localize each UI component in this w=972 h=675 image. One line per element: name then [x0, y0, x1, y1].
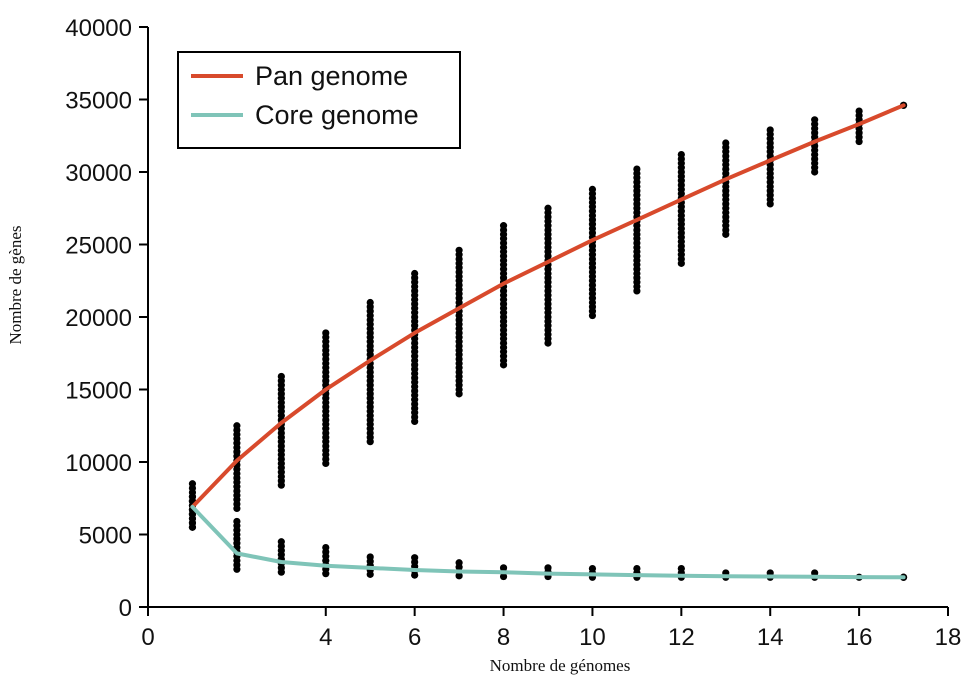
core-genome-point — [633, 564, 641, 573]
pan-genome-point — [633, 165, 641, 173]
x-tick-label: 14 — [757, 624, 784, 651]
series-line-pan-genome — [190, 103, 906, 509]
core-genome-point — [811, 569, 819, 577]
scatter-points — [188, 101, 908, 581]
pan-genome-point — [544, 204, 552, 212]
pan-genome-point — [277, 372, 285, 381]
x-ticks: 0 4 6 8 10 12 14 16 18 — [141, 607, 961, 651]
y-tick-label: 15000 — [65, 378, 132, 405]
pan-genome-point — [411, 269, 419, 278]
y-axis-title: Nombre de gènes — [6, 226, 25, 345]
core-genome-point — [233, 517, 241, 526]
y-tick-label: 5000 — [79, 523, 132, 550]
legend-box — [177, 51, 461, 149]
series-line-core-genome — [190, 504, 906, 580]
pan-genome-point — [766, 126, 774, 134]
curve-lines — [190, 103, 906, 580]
pan-genome-point — [322, 329, 330, 337]
y-tick-label: 0 — [119, 595, 132, 622]
core-genome-point — [588, 564, 597, 573]
pan-genome-point — [455, 246, 463, 254]
y-tick-label: 30000 — [65, 160, 132, 187]
y-tick-label: 10000 — [65, 450, 132, 477]
x-axis-title: Nombre de génomes — [490, 656, 631, 675]
legend: Pan genome Core genome — [177, 51, 461, 149]
core-genome-point — [322, 543, 330, 552]
pan-genome-point — [855, 107, 863, 115]
core-genome-point — [544, 564, 552, 572]
pan-genome-point — [188, 480, 197, 488]
core-genome-point — [677, 564, 685, 573]
pan-genome-point — [811, 116, 819, 124]
core-genome-point — [411, 554, 419, 562]
x-tick-label: 10 — [579, 624, 606, 651]
core-genome-point — [499, 564, 508, 572]
x-tick-label: 6 — [408, 624, 421, 651]
pan-genome-point — [588, 185, 597, 193]
x-tick-label: 16 — [846, 624, 873, 651]
pan-genome-point — [233, 422, 241, 430]
x-tick-label: 8 — [497, 624, 510, 651]
legend-label-pan-genome: Pan genome — [255, 61, 408, 91]
y-ticks: 0 5000 10000 15000 20000 25000 30000 35000 40000 — [65, 15, 148, 622]
x-tick-label: 0 — [141, 624, 154, 651]
pan-genome-point — [499, 222, 508, 230]
pan-genome-point — [366, 298, 374, 307]
pan-genome-point — [722, 139, 730, 147]
x-tick-label: 18 — [935, 624, 962, 651]
core-genome-point — [277, 538, 285, 546]
x-tick-label: 4 — [319, 624, 332, 651]
y-tick-label: 20000 — [65, 305, 132, 332]
core-genome-point — [455, 559, 463, 567]
pan-genome-point — [677, 151, 685, 159]
y-tick-label: 35000 — [65, 88, 132, 115]
core-genome-point — [366, 553, 374, 561]
y-tick-label: 25000 — [65, 233, 132, 260]
legend-label-core-genome: Core genome — [255, 100, 419, 130]
x-tick-label: 12 — [668, 624, 695, 651]
core-genome-point — [188, 493, 197, 501]
y-tick-label: 40000 — [65, 15, 132, 42]
